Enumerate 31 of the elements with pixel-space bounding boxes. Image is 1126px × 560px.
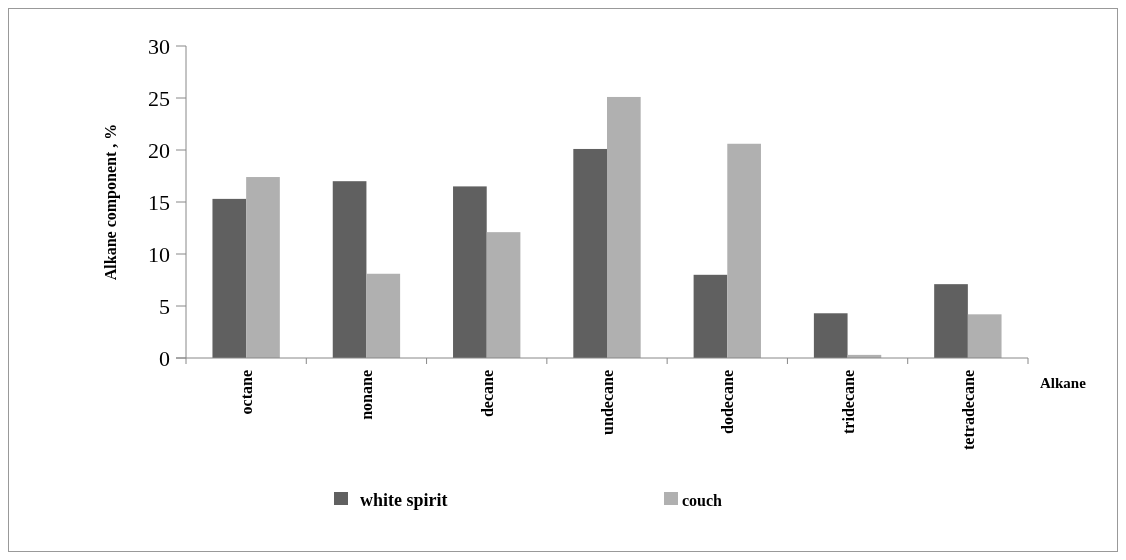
bar	[813, 313, 848, 358]
legend-label: white spirit	[360, 490, 448, 511]
bar	[486, 232, 521, 358]
x-tick-label: decane	[478, 370, 496, 418]
bar	[332, 181, 367, 358]
bar	[934, 284, 968, 358]
x-tick-label: tetradecane	[959, 370, 977, 450]
bar	[573, 148, 607, 358]
y-tick-label: 0	[159, 345, 170, 371]
bar	[453, 186, 487, 358]
bar	[607, 96, 641, 358]
y-tick-label: 20	[148, 137, 170, 163]
y-tick-label: 30	[148, 33, 170, 59]
bar	[727, 143, 761, 358]
bar	[967, 314, 1002, 358]
y-tick-label: 15	[148, 189, 170, 215]
x-tick-label: tridecane	[839, 370, 857, 434]
bar	[366, 273, 401, 358]
x-tick-label: octane	[238, 370, 256, 415]
x-tick-label: undecane	[599, 370, 616, 435]
bar	[246, 177, 280, 358]
x-tick-label: dodecane	[719, 370, 737, 434]
y-tick-label: 5	[159, 293, 170, 319]
y-tick-label: 10	[148, 241, 170, 267]
bar	[212, 198, 247, 358]
x-tick-label: nonane	[358, 370, 376, 420]
x-axis-title: Alkane	[1040, 375, 1087, 391]
legend-label: couch	[682, 491, 723, 509]
y-tick-label: 25	[148, 85, 170, 111]
bar	[693, 274, 728, 358]
y-axis-title: Alkane component , %	[102, 123, 120, 281]
